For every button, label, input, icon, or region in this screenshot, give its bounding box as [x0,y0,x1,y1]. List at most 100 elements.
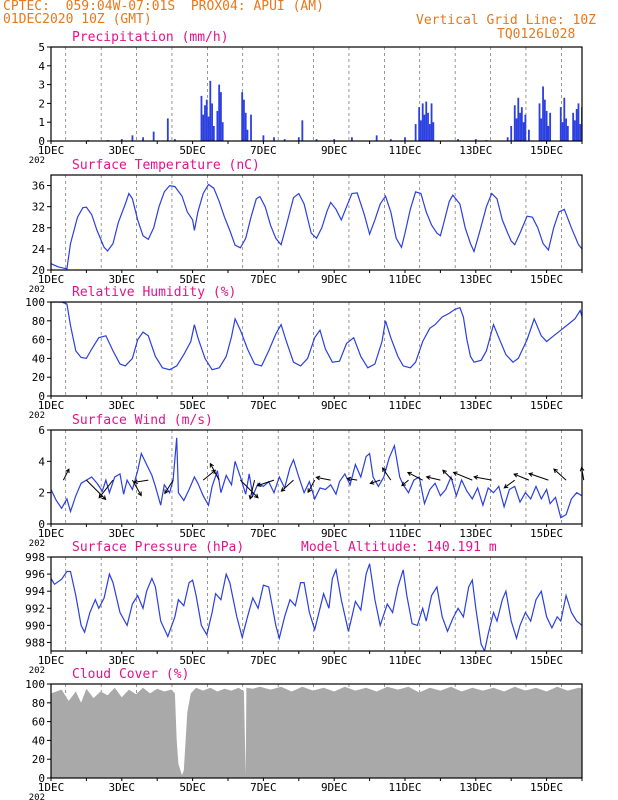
wind-vector-arrow [452,471,473,481]
wind-vector-arrow [473,475,492,481]
precip-bar [427,112,429,141]
x-tick-label: 3DEC [109,527,136,540]
year-label: 202 [29,411,45,421]
year-label: 202 [29,793,45,800]
y-tick-label: 2 [38,97,45,110]
wind-vector-arrow [256,479,275,487]
y-tick-label: 40 [32,352,45,365]
x-tick-label: 5DEC [179,144,206,157]
wind-vector-arrow [164,479,174,495]
precip-bar [549,112,552,141]
x-tick-label: 7DEC [250,654,277,667]
year-label: 202 [29,666,45,676]
precip-bar [522,122,525,141]
precip-bar [216,110,219,141]
precip-bar [457,139,459,141]
model-altitude-label: Model Altitude: 140.191 m [301,540,497,555]
x-tick-label: 15DEC [530,654,563,667]
y-tick-label: 4 [38,60,45,73]
x-tick-label: 13DEC [459,527,492,540]
temperature-panel: 20 24 28 32 36 1DEC 3DEC 5DEC 7DEC 9DEC 11DEC 13DEC… [29,158,583,295]
precip-bar [577,103,580,141]
panel-frame [50,429,583,525]
y-tick-label: 0 [38,772,45,785]
y-tick-label: 32 [32,201,45,214]
y-tick-label: 3 [38,79,45,92]
precip-bar [211,103,213,141]
precip-bar [547,125,550,141]
y-tick-label: 60 [32,334,45,347]
x-tick-label: 13DEC [459,654,492,667]
x-tick-label: 15DEC [530,144,563,157]
precip-bar [243,99,245,141]
precip-bar [351,137,353,141]
y-tick-label: 988 [25,636,45,649]
precip-bar [166,118,169,141]
precip-bar [207,116,210,141]
x-tick-label: 15DEC [530,781,563,794]
y-tick-label: 24 [32,243,46,256]
precip-bar [209,80,212,141]
precip-bar [574,120,576,141]
x-tick-label: 5DEC [179,273,206,286]
precip-bar [205,99,208,141]
precip-bar [200,95,203,141]
pressure-panel: 988 990 992 994 996 998 1DEC 3DEC 5DEC 7DEC 9DEC 11… [25,540,583,676]
precip-title: Precipitation (mm/h) [72,30,229,45]
precip-bar [131,135,134,141]
precip-bar [474,139,477,141]
precip-bar [273,137,275,141]
y-tick-label: 996 [25,568,45,581]
x-tick-label: 3DEC [109,654,136,667]
y-tick-label: 20 [32,753,45,766]
precip-bar [524,114,527,141]
temperature-title: Surface Temperature (nC) [72,158,260,173]
precip-bar [250,114,252,141]
x-tick-label: 5DEC [179,527,206,540]
precip-bar [513,105,516,141]
y-tick-label: 0 [38,518,45,531]
y-tick-label: 20 [32,264,45,277]
precip-bar [510,125,513,141]
header-model-code: TQ0126L028 [497,27,576,42]
precip-bar [540,118,543,141]
x-tick-label: 15DEC [530,273,563,286]
precip-bar [218,84,221,141]
precip-bar [220,92,222,141]
y-tick-label: 990 [25,619,45,632]
precip-bar [202,114,205,141]
precip-bar [246,129,249,141]
precip-bar [333,139,336,141]
wind-vector-arrow [209,462,220,481]
precip-bar [120,139,123,141]
wind-line [51,437,582,519]
wind-vector-arrow [513,473,530,481]
precip-bar [517,97,520,141]
y-tick-label: 1 [38,116,45,129]
precip-bar [579,124,582,141]
x-tick-label: 15DEC [530,527,563,540]
y-tick-label: 998 [25,551,45,564]
x-tick-label: 11DEC [388,654,421,667]
wind-vector-arrow [98,479,114,499]
x-tick-label: 5DEC [179,781,206,794]
x-tick-label: 1DEC [38,273,65,286]
precip-bar [315,139,318,141]
y-tick-label: 4 [38,455,45,468]
y-tick-label: 100 [25,296,45,309]
x-tick-label: 7DEC [250,144,277,157]
precip-bar [418,107,421,141]
precip-bar [404,137,406,141]
precip-bar [414,124,417,141]
precip-bar [430,103,433,141]
x-tick-label: 1DEC [38,399,65,412]
y-tick-label: 100 [25,678,45,691]
y-tick-label: 40 [32,734,45,747]
precip-bar [561,122,564,141]
x-tick-label: 3DEC [109,144,136,157]
wind-vector-arrow [442,469,454,481]
x-tick-label: 11DEC [388,273,421,286]
precip-panel: 0 1 2 3 4 5 1DEC 3DEC 5DEC 7DEC 9DEC 11DEC 13DEC 15DE… [29,30,583,166]
precip-bar [428,124,431,141]
year-label: 202 [29,156,45,166]
